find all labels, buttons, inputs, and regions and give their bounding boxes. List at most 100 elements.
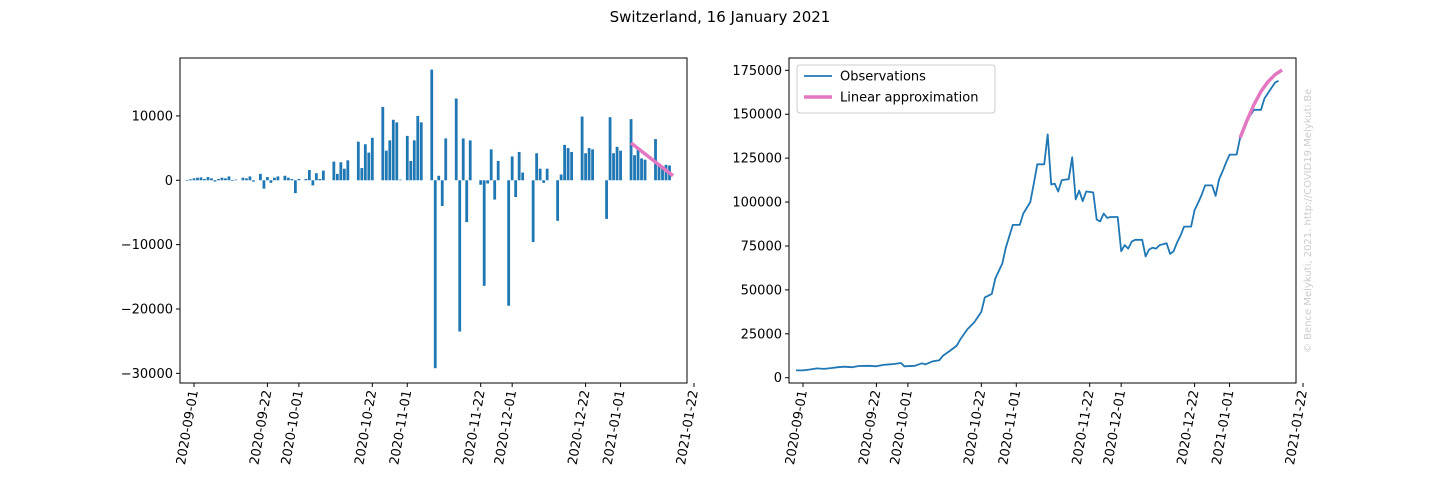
bar	[210, 178, 213, 181]
x-tick-label: 2020-12-01	[492, 389, 520, 466]
x-tick-label: 2020-10-22	[352, 389, 380, 466]
bar	[640, 158, 643, 181]
bar	[290, 178, 294, 181]
legend: Observations Linear approximation	[796, 64, 996, 114]
bar	[643, 159, 647, 181]
x-tick-label: 2020-11-22	[1070, 389, 1098, 466]
bar	[370, 137, 374, 181]
observations-line	[796, 79, 1279, 372]
bar	[318, 178, 322, 181]
bar	[545, 168, 549, 181]
bar	[510, 156, 514, 181]
x-tick-label: 2021-01-22	[1283, 389, 1311, 466]
bar	[266, 177, 269, 181]
figure-title: Switzerland, 16 January 2021	[610, 8, 831, 26]
x-tick-label: 2020-11-01	[996, 389, 1024, 466]
y-tick-label: 125000	[732, 152, 782, 167]
legend-approximation-label: Linear approximation	[840, 91, 978, 106]
y-tick-label: 10000	[132, 109, 173, 124]
bar	[248, 176, 252, 181]
bar	[633, 155, 636, 181]
x-tick-label: 2021-01-22	[674, 389, 702, 466]
y-tick-label: 25000	[741, 327, 782, 342]
bar	[206, 177, 210, 181]
bar	[419, 122, 423, 181]
bar	[535, 153, 539, 181]
bar	[563, 144, 567, 181]
x-tick-label: 2020-09-22	[247, 389, 275, 466]
bar	[234, 179, 238, 181]
bar	[591, 149, 594, 181]
bar	[612, 153, 615, 181]
right-y-axis: 0 25000 50000 75000 100000 125000 150000 175000	[732, 64, 789, 386]
bar	[304, 178, 308, 181]
bar	[496, 160, 500, 181]
bar	[398, 179, 402, 181]
bar	[192, 178, 196, 181]
bar	[217, 178, 220, 181]
y-tick-label: −20000	[121, 302, 173, 317]
bar	[440, 180, 444, 207]
bar	[314, 173, 318, 181]
bar	[241, 177, 245, 181]
bar	[559, 174, 563, 181]
bar	[381, 106, 385, 181]
legend-box	[796, 64, 996, 114]
bar	[507, 180, 511, 306]
bar	[405, 135, 409, 181]
x-tick-label: 2020-10-01	[888, 389, 916, 466]
bar	[531, 180, 535, 243]
x-tick-label: 2021-01-01	[601, 389, 629, 466]
bar	[342, 168, 346, 181]
x-tick-label: 2020-09-22	[856, 389, 884, 466]
y-tick-label: 150000	[732, 108, 782, 123]
bar	[664, 164, 668, 181]
bar	[220, 177, 224, 181]
x-tick-label: 2020-12-22	[1175, 389, 1203, 466]
bar	[356, 141, 360, 181]
bar	[517, 151, 521, 181]
x-tick-label: 2020-10-22	[961, 389, 989, 466]
bar	[657, 163, 661, 181]
bar	[339, 162, 343, 181]
bar	[307, 169, 311, 181]
bar	[433, 180, 437, 369]
bar	[276, 176, 280, 181]
x-tick-label: 2020-11-22	[461, 389, 489, 466]
left-y-axis: −30000 −20000 −10000 0 10000	[121, 109, 180, 382]
y-tick-label: 100000	[732, 196, 782, 211]
bar	[493, 180, 497, 200]
bar	[203, 178, 206, 181]
line-series	[796, 68, 1283, 372]
bar	[199, 177, 203, 181]
x-tick-label: 2020-12-01	[1101, 389, 1129, 466]
bar	[608, 117, 612, 181]
bar	[360, 168, 364, 181]
right-axes-frame	[788, 57, 1297, 384]
linear-approximation-line	[629, 141, 675, 178]
bar	[584, 153, 587, 181]
bar	[245, 178, 248, 181]
bar	[556, 180, 560, 221]
bar	[479, 180, 483, 185]
bar	[185, 180, 189, 181]
left-x-axis: 2020-09-01 2020-09-22 2020-10-01 2020-10-22…	[174, 383, 702, 466]
bar	[629, 119, 633, 181]
linear-approximation-line-group	[629, 141, 675, 178]
bar	[391, 119, 395, 181]
bar	[605, 180, 608, 219]
bar	[196, 177, 199, 181]
bar	[259, 173, 262, 181]
bar	[269, 180, 273, 183]
bar	[367, 152, 371, 181]
bar	[311, 180, 315, 186]
y-tick-label: 75000	[741, 239, 782, 254]
bar	[332, 161, 336, 181]
left-axes-frame	[179, 57, 688, 384]
x-tick-label: 2020-11-01	[387, 389, 415, 466]
bar	[437, 175, 441, 181]
bar	[570, 151, 574, 181]
bar	[538, 168, 542, 181]
